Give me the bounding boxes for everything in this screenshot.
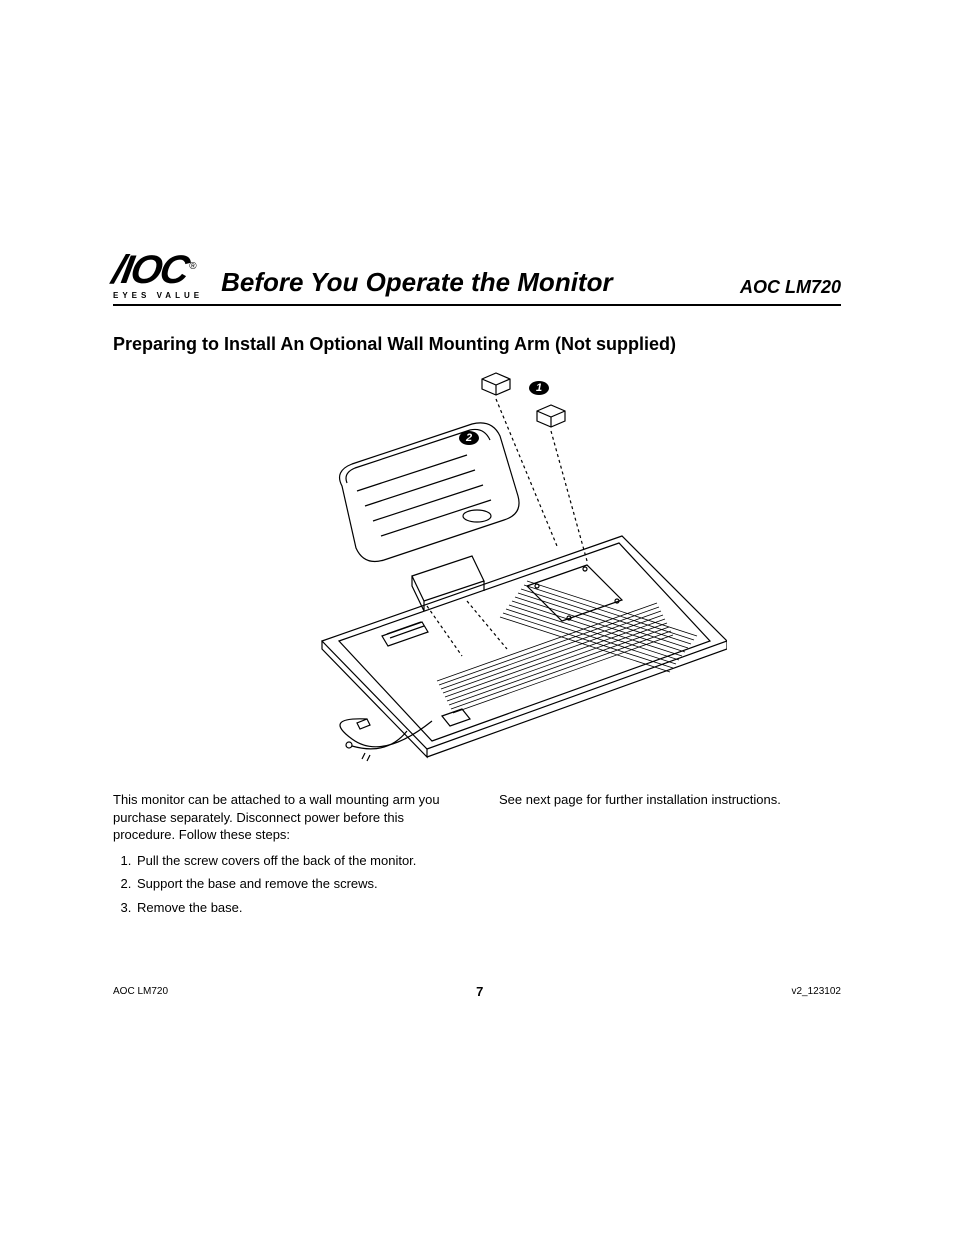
intro-paragraph: This monitor can be attached to a wall m…	[113, 791, 455, 844]
footer-model: AOC LM720	[113, 986, 168, 997]
brand-logo: /IOC® EYES VALUE	[113, 250, 203, 300]
page-footer: AOC LM720 7 v2_123102	[113, 984, 841, 999]
step-item: Pull the screw covers off the back of th…	[135, 852, 455, 870]
step-item: Remove the base.	[135, 899, 455, 917]
registered-mark: ®	[189, 261, 194, 272]
body-columns: This monitor can be attached to a wall m…	[113, 791, 841, 922]
section-heading: Preparing to Install An Optional Wall Mo…	[113, 334, 841, 355]
footer-version: v2_123102	[791, 986, 841, 997]
right-column: See next page for further installation i…	[499, 791, 841, 922]
continuation-note: See next page for further installation i…	[499, 791, 841, 809]
monitor-exploded-view-icon	[227, 371, 727, 771]
logo-text: /IOC®	[113, 250, 195, 290]
logo-wordmark: /IOC	[109, 250, 190, 290]
callout-badge-1: 1	[529, 381, 549, 395]
step-item: Support the base and remove the screws.	[135, 875, 455, 893]
page-number: 7	[476, 984, 483, 999]
model-label: AOC LM720	[740, 277, 841, 300]
left-column: This monitor can be attached to a wall m…	[113, 791, 455, 922]
steps-list: Pull the screw covers off the back of th…	[113, 852, 455, 917]
assembly-diagram: 1 2	[227, 371, 727, 771]
callout-badge-2: 2	[459, 431, 479, 445]
logo-tagline: EYES VALUE	[113, 292, 203, 300]
page-title: Before You Operate the Monitor	[221, 267, 722, 300]
document-header: /IOC® EYES VALUE Before You Operate the …	[113, 250, 841, 306]
